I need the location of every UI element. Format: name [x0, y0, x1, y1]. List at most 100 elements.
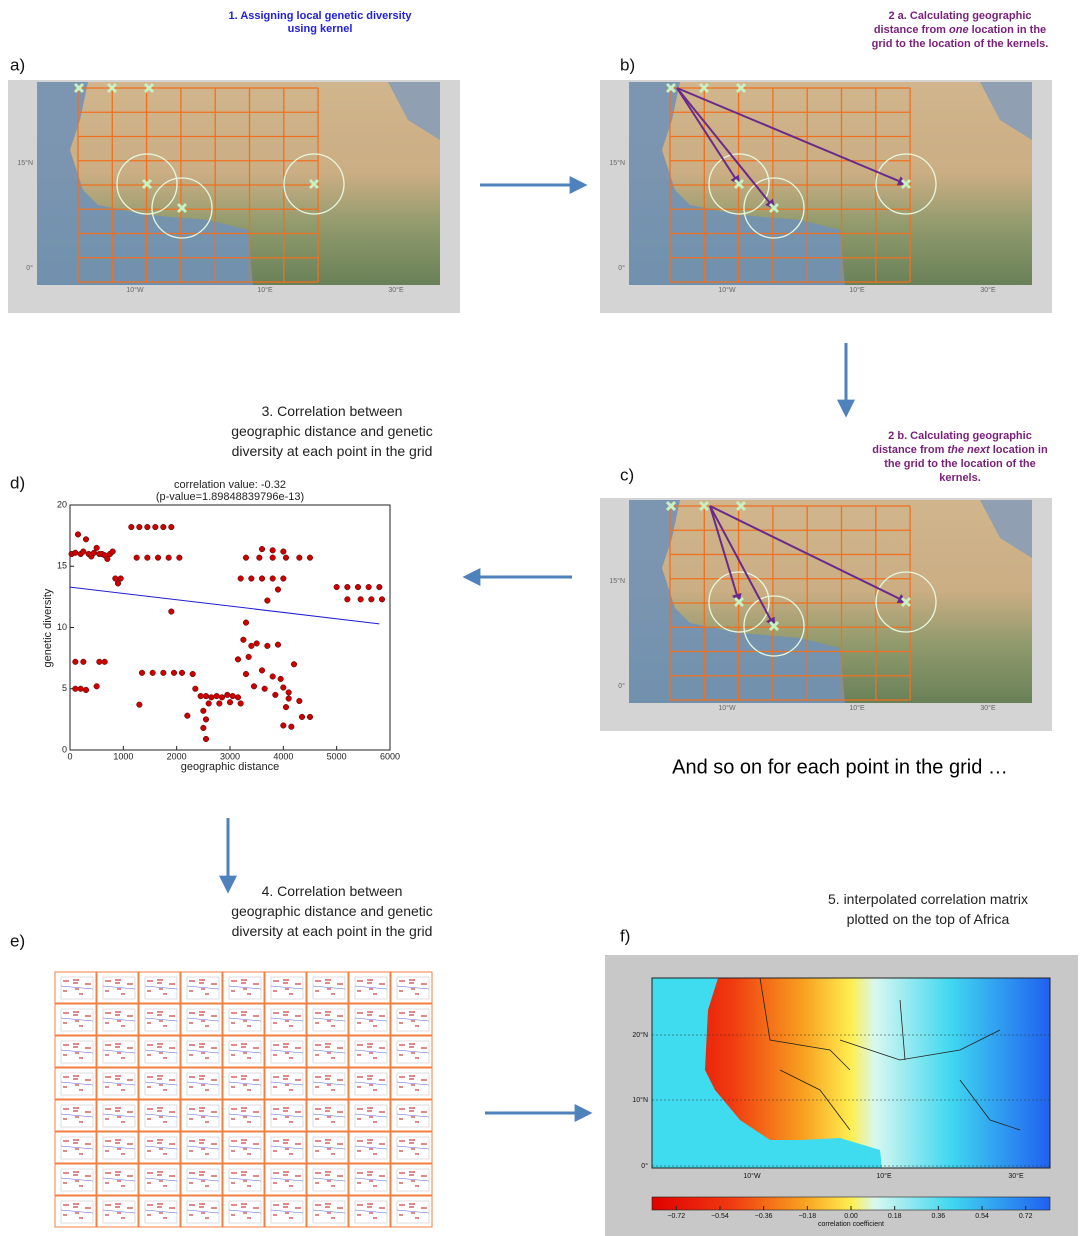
thumbnail	[222, 1003, 265, 1036]
caption-line: diversity at each point in the grid	[232, 443, 433, 459]
point	[77, 685, 84, 692]
thumb-plot	[270, 1136, 304, 1160]
point	[285, 695, 292, 702]
thumb-fit	[270, 1177, 304, 1182]
point	[234, 656, 242, 663]
thumb-dots	[105, 1171, 133, 1187]
caption-line: 2 a. Calculating geographic	[888, 10, 1031, 22]
point	[306, 713, 314, 720]
location-marker	[698, 500, 710, 512]
y-tick-label: 5	[62, 683, 67, 693]
x-tick-label: 6000	[380, 751, 400, 761]
distance-arrow	[709, 505, 908, 603]
point	[160, 524, 167, 531]
thumb-dots	[147, 1011, 175, 1027]
thumb-dots	[147, 1203, 175, 1219]
thumb-fit	[270, 1113, 304, 1118]
thumb-fit	[396, 1113, 430, 1118]
thumbnail	[348, 1195, 391, 1228]
point	[357, 596, 364, 603]
thumb-fit	[270, 1017, 304, 1022]
caption-text: distance from	[874, 24, 949, 36]
point	[144, 524, 151, 531]
thumb-plot	[144, 1104, 178, 1128]
caption-line: 1. Assigning local genetic diversity	[229, 10, 413, 22]
x-tick-label: 3000	[220, 751, 240, 761]
point	[333, 584, 340, 591]
distance-arrow	[676, 87, 741, 186]
location-marker	[308, 178, 320, 190]
point	[202, 735, 210, 743]
thumbnail	[306, 1099, 349, 1132]
map-shade	[629, 500, 1032, 703]
caption-line: 4. Correlation between	[262, 883, 403, 899]
panel-label: e)	[10, 931, 25, 950]
thumb-plot	[186, 1136, 220, 1160]
thumbnail	[264, 1067, 307, 1100]
x-tick-label: 5000	[327, 751, 347, 761]
thumb-plot	[186, 1008, 220, 1032]
thumbnail	[306, 1035, 349, 1068]
thumb-fit	[396, 1145, 430, 1150]
thumb-dots	[273, 1203, 301, 1219]
thumb-dots	[189, 1171, 217, 1187]
caption-text: using kernel	[288, 23, 353, 35]
lon-label: 30°E	[980, 704, 996, 712]
map: 15°N 0° 10°W 10°E 30°E	[8, 80, 460, 313]
thumb-dots	[399, 1107, 427, 1123]
point	[245, 653, 252, 660]
thumb-fit	[186, 1049, 220, 1054]
thumb-dots	[231, 979, 259, 995]
point	[136, 701, 143, 708]
point	[128, 524, 135, 531]
thumb-plot	[354, 1008, 388, 1032]
thumbnail	[222, 1035, 265, 1068]
caption-line: geographic distance and genetic	[231, 423, 433, 439]
point	[154, 554, 162, 561]
thumbnail	[54, 1035, 97, 1068]
point	[229, 693, 236, 700]
thumb-plot	[102, 1072, 136, 1096]
point	[165, 554, 172, 561]
thumb-dots	[105, 1107, 133, 1123]
point	[261, 685, 268, 692]
colorbar-tick-label: 0.72	[1019, 1213, 1033, 1220]
colorbar-tick-label: 0.18	[888, 1213, 902, 1220]
thumb-plot	[354, 1136, 388, 1160]
thumb-dots	[315, 1075, 343, 1091]
thumbnail	[96, 1099, 139, 1132]
point	[242, 554, 250, 561]
y-axis-label: genetic diversity	[42, 588, 54, 667]
thumb-dots	[63, 1139, 91, 1155]
thumb-dots	[147, 1171, 175, 1187]
thumb-dots	[399, 1139, 427, 1155]
thumb-plot	[396, 1200, 430, 1224]
thumb-fit	[312, 1177, 346, 1182]
thumb-fit	[354, 1177, 388, 1182]
thumbnail	[54, 1131, 97, 1164]
thumb-plot	[270, 1104, 304, 1128]
point	[296, 697, 303, 705]
thumbnail	[306, 1003, 349, 1036]
thumb-fit	[354, 1113, 388, 1118]
thumb-dots	[105, 979, 133, 995]
thumbnail	[138, 1163, 181, 1196]
caption-text: 5. interpolated correlation matrix	[828, 891, 1028, 907]
thumb-fit	[312, 1145, 346, 1150]
thumbnail	[264, 1003, 307, 1036]
caption-text: diversity at each point in the grid	[232, 923, 433, 939]
point	[365, 584, 372, 591]
plot-area	[69, 504, 391, 751]
caption-text: one	[949, 24, 969, 36]
location-marker	[733, 178, 745, 190]
thumbnail	[222, 971, 265, 1004]
thumb-plot	[270, 1200, 304, 1224]
colorbar-tick-label: 0.54	[975, 1213, 989, 1220]
thumb-dots	[399, 1203, 427, 1219]
thumb-fit	[354, 1081, 388, 1086]
thumb-plot	[270, 1008, 304, 1032]
thumbnail	[306, 1195, 349, 1228]
thumb-plot	[60, 1168, 94, 1192]
map-sea	[629, 82, 845, 285]
